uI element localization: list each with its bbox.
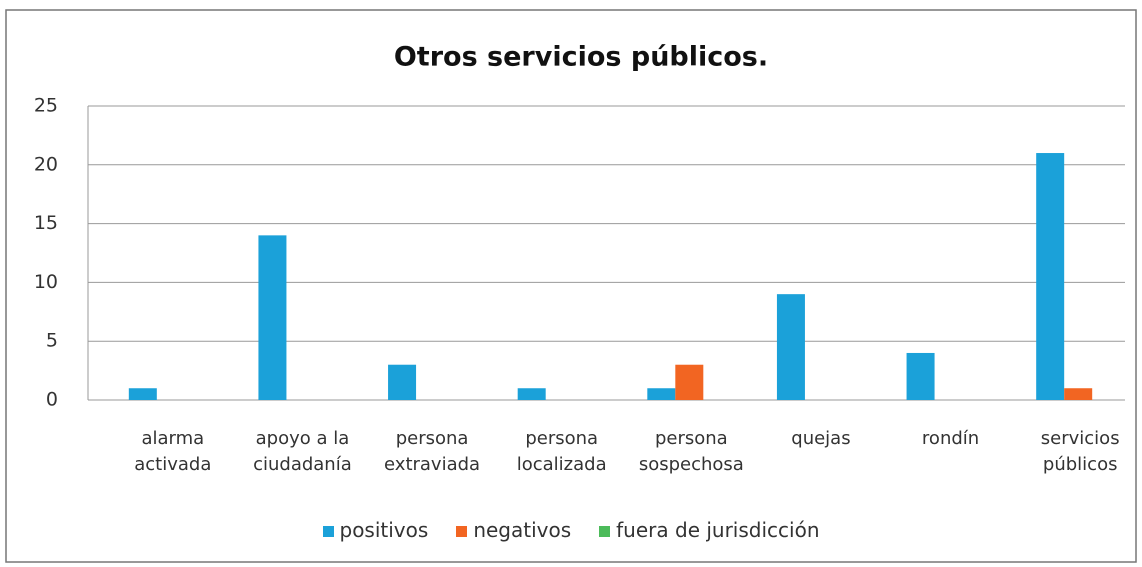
legend-item: negativos: [456, 518, 571, 542]
y-tick-label: 15: [34, 212, 58, 234]
legend: positivos negativos fuera de jurisdicción: [0, 518, 1142, 542]
legend-label: fuera de jurisdicción: [616, 518, 820, 542]
legend-label: negativos: [473, 518, 572, 542]
x-tick-label: persona sospechosa: [638, 428, 744, 475]
legend-item: fuera de jurisdicción: [599, 518, 820, 542]
bar: [776, 294, 805, 400]
y-tick-label: 0: [46, 389, 58, 411]
x-tick-label: rondín: [921, 428, 980, 449]
bar: [258, 235, 287, 400]
x-tick-label: servicios públicos: [1040, 428, 1120, 475]
bar: [675, 364, 704, 400]
bar: [388, 364, 417, 400]
x-tick-label: apoyo a la ciudadanía: [253, 428, 352, 475]
y-tick-label: 5: [46, 330, 58, 352]
legend-swatch: [322, 526, 334, 537]
bar: [647, 388, 676, 400]
y-tick-label: 10: [34, 271, 58, 293]
y-tick-label: 25: [34, 95, 58, 117]
bar: [517, 388, 546, 400]
legend-item: positivos: [322, 518, 429, 542]
x-tick-label: alarma activada: [134, 428, 212, 475]
bar: [128, 388, 157, 400]
bar: [906, 352, 935, 400]
legend-label: positivos: [339, 518, 429, 542]
x-tick-label: persona localizada: [516, 428, 607, 475]
chart-title: Otros servicios públicos.: [394, 42, 768, 73]
legend-swatch: [456, 526, 468, 537]
legend-swatch: [599, 526, 611, 537]
x-tick-label: quejas: [791, 428, 851, 449]
bar: [1064, 388, 1093, 400]
y-tick-label: 20: [34, 153, 58, 175]
x-tick-label: persona extraviada: [384, 428, 481, 475]
bar: [1036, 153, 1065, 400]
chart-border: [5, 9, 1137, 563]
